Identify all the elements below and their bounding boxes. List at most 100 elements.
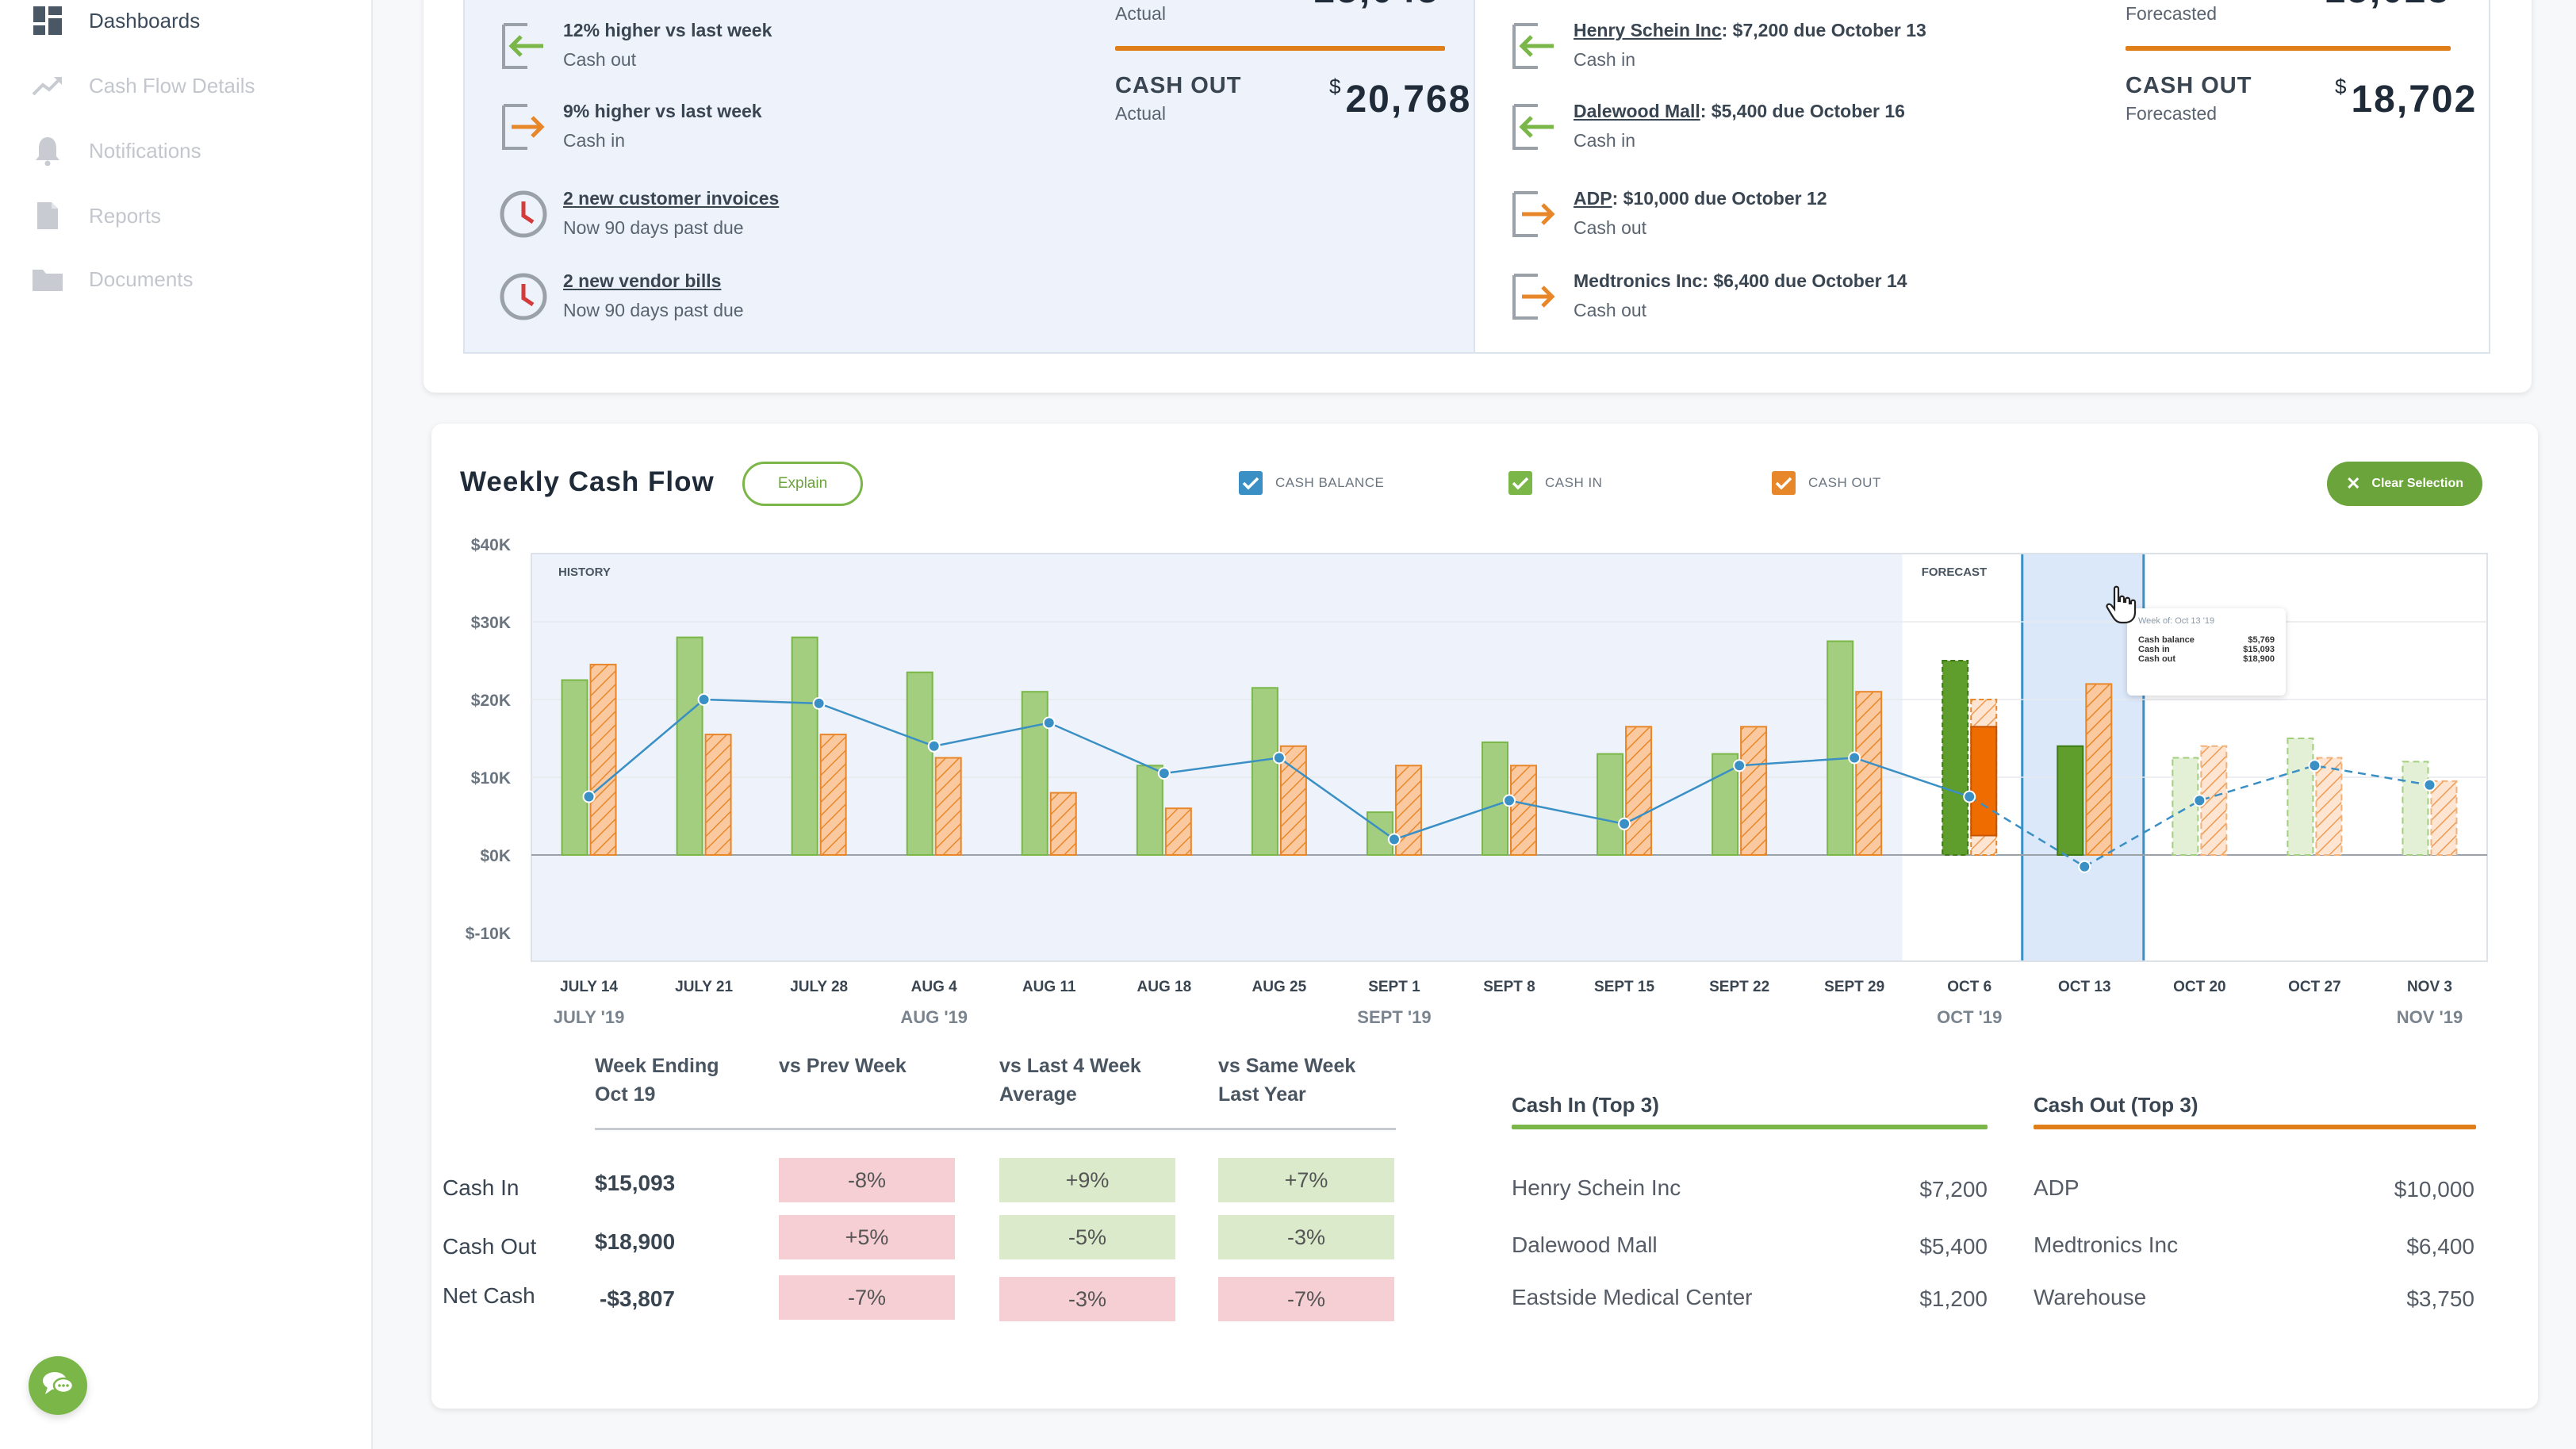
- month-label: OCT '19: [1937, 1007, 2002, 1026]
- tooltip-value: $18,900: [2243, 654, 2275, 664]
- cash-balance-point: [1503, 794, 1516, 807]
- legend-cash-out[interactable]: CASH OUT: [1772, 471, 1881, 495]
- upcoming-subtitle: Cash in: [1574, 129, 1635, 151]
- top3-name: Eastside Medical Center: [1512, 1285, 1753, 1309]
- chat-button[interactable]: [29, 1356, 87, 1415]
- trend-icon: [32, 70, 63, 102]
- cash-out-actual-value: $20,768: [1329, 75, 1472, 121]
- upcoming-link[interactable]: ADP: [1574, 188, 1612, 209]
- sidebar-item-label: Dashboards: [89, 8, 201, 33]
- top3-amount: $6,400: [2406, 1234, 2474, 1259]
- legend-label: CASH IN: [1545, 475, 1603, 490]
- history-region: [531, 554, 1903, 961]
- cash-out-bar: [1625, 726, 1653, 856]
- cash-out-bar: [2430, 780, 2458, 856]
- x-tick-label: SEPT 1: [1368, 979, 1420, 995]
- actual-top-label: Actual: [1115, 3, 1166, 24]
- y-tick-label: $-10K: [466, 925, 511, 943]
- explain-button[interactable]: Explain: [742, 462, 863, 506]
- forecast-label: FORECAST: [1922, 565, 1988, 579]
- alert-item: 2 new customer invoices Now 90 days past…: [496, 187, 779, 241]
- upcoming-subtitle: Cash in: [1574, 48, 1635, 70]
- x-tick-label: OCT 6: [1947, 979, 1991, 995]
- upcoming-detail: : $5,400 due October 16: [1700, 101, 1905, 121]
- legend-label: CASH BALANCE: [1275, 475, 1385, 490]
- pointer-cursor-icon: [2105, 585, 2137, 629]
- cash-in-bar: [1712, 753, 1739, 857]
- alert-subtitle: Cash out: [563, 48, 637, 70]
- upcoming-item: Medtronics Inc: $6,400 due October 14 Ca…: [1507, 270, 1907, 324]
- cash-balance-point: [812, 696, 826, 710]
- pct-cell: -3%: [1218, 1215, 1394, 1259]
- cash-out-bar: [1510, 765, 1537, 856]
- sidebar-item-notifications[interactable]: Notifications: [32, 128, 201, 173]
- upcoming-item: Dalewood Mall: $5,400 due October 16 Cas…: [1507, 100, 1905, 154]
- cash-in-bar: [1136, 765, 1163, 856]
- x-tick-label: JULY 14: [560, 979, 618, 995]
- actual-top-value: $25,045: [1298, 0, 1439, 12]
- alert-item: 2 new vendor bills Now 90 days past due: [496, 270, 744, 324]
- alert-subtitle: Cash in: [563, 129, 625, 151]
- checkbox-icon: [1772, 471, 1796, 495]
- top3-name: ADP: [2034, 1175, 2080, 1200]
- row-value: $18,900: [595, 1229, 676, 1254]
- upcoming-name: Medtronics Inc: [1574, 270, 1703, 291]
- cash-balance-point: [1042, 716, 1056, 730]
- x-tick-label: OCT 13: [2058, 979, 2111, 995]
- upcoming-detail: : $6,400 due October 14: [1702, 270, 1907, 291]
- cash-balance-point: [1618, 817, 1631, 830]
- clear-selection-button[interactable]: ✕ Clear Selection: [2327, 462, 2482, 506]
- row-value: $15,093: [595, 1171, 676, 1195]
- row-label: Cash Out: [443, 1234, 537, 1259]
- cash-out-bar: [1279, 745, 1307, 856]
- bell-icon: [32, 135, 63, 167]
- upcoming-detail: : $10,000 due October 12: [1612, 188, 1827, 209]
- weekly-chart[interactable]: HISTORY FORECAST $40K $30K $20K $10K $0K $-10K J…: [431, 424, 2538, 1026]
- sidebar-item-label: Documents: [89, 266, 194, 291]
- actual-divider: [1115, 46, 1445, 51]
- row-value: -$3,807: [600, 1286, 675, 1311]
- upcoming-link[interactable]: Henry Schein Inc: [1574, 20, 1722, 40]
- arrow-in-icon: [496, 19, 550, 73]
- cash-in-bar: [1597, 753, 1624, 857]
- chart-title: Weekly Cash Flow: [460, 466, 715, 497]
- x-tick-label: AUG 18: [1137, 979, 1192, 995]
- top3-amount: $5,400: [1919, 1234, 1988, 1259]
- cash-out-bar: [1394, 765, 1422, 856]
- tooltip-value: $15,093: [2243, 645, 2275, 654]
- row-label: Net Cash: [443, 1283, 535, 1308]
- sidebar-item-documents[interactable]: Documents: [32, 257, 194, 301]
- cash-balance-point: [1848, 751, 1861, 765]
- pct-cell: +9%: [999, 1158, 1175, 1202]
- cash-out-bar: [1164, 807, 1192, 857]
- vendor-bills-link[interactable]: 2 new vendor bills: [563, 270, 722, 291]
- folder-icon: [32, 263, 63, 295]
- top3-amount: $7,200: [1919, 1177, 1988, 1202]
- arrow-out-icon: [1507, 187, 1561, 241]
- invoices-link[interactable]: 2 new customer invoices: [563, 188, 780, 209]
- cash-out-sub: Actual: [1115, 103, 1166, 124]
- pct-cell: -7%: [1218, 1277, 1394, 1321]
- cash-in-top3-divider: [1512, 1125, 1988, 1129]
- sidebar-item-label: Reports: [89, 203, 162, 228]
- checkbox-icon: [1508, 471, 1532, 495]
- row-label: Cash In: [443, 1175, 519, 1200]
- cash-out-actual-bar: [1970, 726, 1998, 837]
- cash-in-bar: [1021, 691, 1048, 857]
- alert-item: 9% higher vs last week Cash in: [496, 100, 762, 154]
- tooltip-label: Cash out: [2138, 654, 2176, 664]
- legend-cash-balance[interactable]: CASH BALANCE: [1239, 471, 1384, 495]
- upcoming-link[interactable]: Dalewood Mall: [1574, 101, 1700, 121]
- x-tick-label: SEPT 22: [1709, 979, 1769, 995]
- sidebar-item-cash-flow-details[interactable]: Cash Flow Details: [32, 63, 255, 108]
- sidebar-item-reports[interactable]: Reports: [32, 194, 161, 238]
- x-tick-label: SEPT 8: [1483, 979, 1535, 995]
- sidebar-item-dashboards[interactable]: Dashboards: [32, 0, 200, 43]
- cash-in-bar: [2057, 745, 2084, 856]
- legend-cash-in[interactable]: CASH IN: [1508, 471, 1602, 495]
- top3-amount: $3,750: [2406, 1286, 2474, 1311]
- cash-out-label: CASH OUT: [1115, 73, 1242, 98]
- top3-name: Henry Schein Inc: [1512, 1175, 1681, 1200]
- arrow-out-icon: [1507, 270, 1561, 324]
- cash-in-bar: [2402, 761, 2429, 856]
